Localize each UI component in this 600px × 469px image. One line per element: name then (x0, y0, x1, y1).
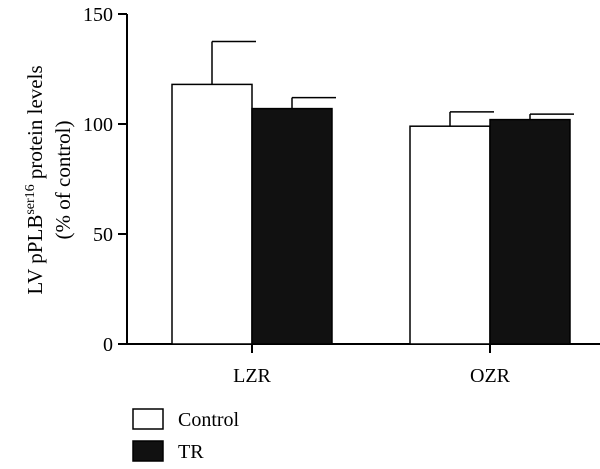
y-axis: 0 50 100 150 (83, 4, 128, 356)
y-tick-label: 0 (103, 334, 113, 356)
legend: Control TR (132, 408, 240, 463)
legend-swatch-control (132, 408, 164, 430)
y-axis-label-line2: (% of control) (51, 121, 75, 240)
bars-group (171, 40, 574, 345)
y-tick-label: 100 (83, 114, 113, 136)
legend-label-control: Control (178, 409, 240, 431)
y-tick-label: 50 (93, 224, 113, 246)
bar-ozr-control (409, 125, 491, 345)
x-tick-label: LZR (233, 365, 271, 387)
x-axis: LZR OZR (126, 343, 600, 387)
y-axis-label-prefix: LV pPLB (23, 215, 47, 295)
bar-ozr-tr (489, 118, 571, 345)
bar-lzr-tr (251, 107, 333, 345)
legend-swatch-tr (132, 440, 164, 462)
y-axis-label: LV pPLBser16 protein levels (23, 65, 47, 294)
x-tick-label: OZR (470, 365, 511, 387)
bar-lzr-control (171, 83, 253, 345)
y-axis-label-suffix: protein levels (23, 65, 47, 184)
y-tick-label: 150 (83, 4, 113, 26)
legend-label-tr: TR (178, 441, 204, 463)
y-axis-label-superscript: ser16 (23, 184, 38, 214)
